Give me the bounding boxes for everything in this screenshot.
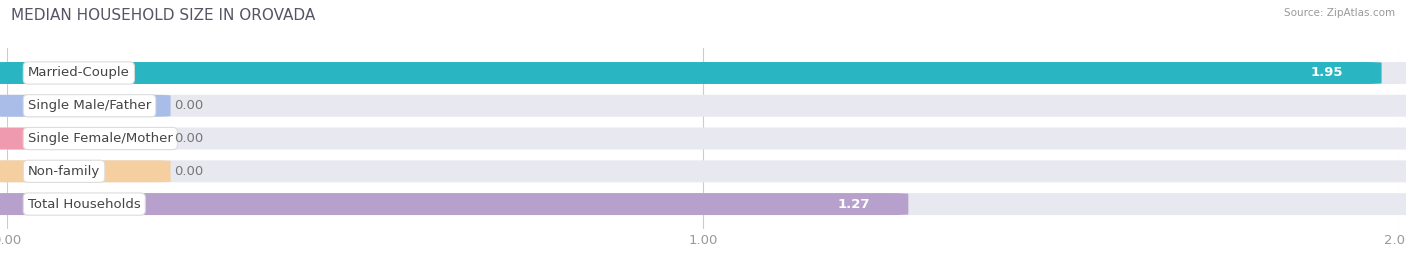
Text: Married-Couple: Married-Couple [28,66,129,80]
Text: 1.27: 1.27 [838,197,870,211]
FancyBboxPatch shape [0,160,170,182]
FancyBboxPatch shape [0,193,1406,215]
Text: 1.95: 1.95 [1310,66,1343,80]
Text: Single Male/Father: Single Male/Father [28,99,152,112]
Text: Single Female/Mother: Single Female/Mother [28,132,173,145]
FancyBboxPatch shape [0,95,170,117]
Text: Source: ZipAtlas.com: Source: ZipAtlas.com [1284,8,1395,18]
Text: Non-family: Non-family [28,165,100,178]
Text: MEDIAN HOUSEHOLD SIZE IN OROVADA: MEDIAN HOUSEHOLD SIZE IN OROVADA [11,8,315,23]
FancyBboxPatch shape [0,128,1406,150]
FancyBboxPatch shape [0,193,908,215]
FancyBboxPatch shape [0,95,1406,117]
Text: Total Households: Total Households [28,197,141,211]
FancyBboxPatch shape [0,128,170,150]
Text: 0.00: 0.00 [174,132,204,145]
FancyBboxPatch shape [0,62,1406,84]
FancyBboxPatch shape [0,160,1406,182]
Text: 0.00: 0.00 [174,165,204,178]
FancyBboxPatch shape [0,62,1382,84]
Text: 0.00: 0.00 [174,99,204,112]
